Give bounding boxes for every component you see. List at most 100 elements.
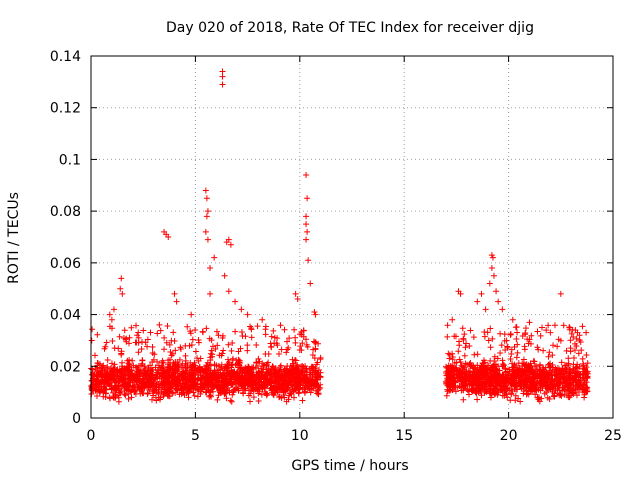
data-point	[545, 322, 552, 329]
data-point	[448, 369, 455, 376]
data-point	[95, 377, 102, 384]
data-point	[577, 374, 584, 381]
data-point	[248, 379, 255, 386]
data-point	[93, 392, 100, 399]
data-point	[89, 366, 96, 373]
data-point	[311, 308, 318, 315]
data-point	[183, 385, 190, 392]
y-tick-label: 0.14	[50, 49, 81, 65]
data-point	[499, 357, 506, 364]
data-point	[184, 323, 191, 330]
data-point	[525, 361, 532, 368]
data-point	[245, 365, 252, 372]
data-point	[166, 341, 173, 348]
data-point	[277, 386, 284, 393]
data-point	[164, 386, 171, 393]
data-point	[222, 363, 229, 370]
data-point	[149, 343, 156, 350]
data-point	[549, 352, 556, 359]
data-point	[561, 382, 568, 389]
data-point	[239, 332, 246, 339]
data-point	[203, 195, 210, 202]
data-point	[457, 290, 464, 297]
data-point	[552, 365, 559, 372]
data-point	[479, 360, 486, 367]
data-point	[91, 352, 98, 359]
data-point	[466, 342, 473, 349]
data-point	[161, 377, 168, 384]
data-point	[490, 272, 497, 279]
data-point	[576, 332, 583, 339]
data-point	[466, 361, 473, 368]
data-point	[150, 390, 157, 397]
data-point	[191, 392, 198, 399]
data-point	[578, 347, 585, 354]
data-point	[289, 362, 296, 369]
data-point	[197, 377, 204, 384]
data-point	[459, 377, 466, 384]
data-point	[583, 371, 590, 378]
data-point	[104, 366, 111, 373]
data-point	[467, 363, 474, 370]
y-tick-label: 0.08	[50, 204, 81, 220]
data-point	[275, 381, 282, 388]
data-point	[126, 364, 133, 371]
data-point	[495, 298, 502, 305]
data-point	[299, 372, 306, 379]
data-point	[509, 316, 516, 323]
data-point	[489, 254, 496, 261]
data-point	[138, 346, 145, 353]
data-point	[191, 378, 198, 385]
data-point	[212, 345, 219, 352]
data-point	[139, 357, 146, 364]
data-point	[274, 335, 281, 342]
data-point	[167, 384, 174, 391]
data-point	[165, 234, 172, 240]
data-point	[531, 362, 538, 369]
data-point	[188, 311, 195, 318]
data-point	[207, 290, 214, 297]
data-point	[281, 394, 288, 401]
data-point	[272, 366, 279, 373]
data-point	[472, 389, 479, 396]
data-point	[563, 347, 570, 354]
data-point	[298, 331, 305, 338]
data-point	[472, 366, 479, 373]
data-point	[139, 339, 146, 346]
data-point	[225, 236, 232, 243]
data-point	[292, 339, 299, 346]
data-point	[248, 326, 255, 333]
data-point	[300, 327, 307, 334]
data-point	[508, 346, 515, 353]
data-point	[508, 383, 515, 390]
data-point	[498, 376, 505, 383]
data-point	[551, 393, 558, 400]
data-point	[570, 375, 577, 382]
data-point	[133, 379, 140, 386]
data-point	[520, 390, 527, 397]
data-point	[169, 365, 176, 372]
data-point	[111, 394, 118, 401]
data-point	[219, 332, 226, 339]
data-point	[118, 275, 125, 282]
data-point	[501, 362, 508, 369]
data-point	[571, 354, 578, 361]
data-point	[203, 370, 210, 377]
data-point	[467, 375, 474, 382]
data-point	[198, 380, 205, 387]
data-point	[116, 375, 123, 382]
data-point	[205, 382, 212, 389]
data-point	[264, 391, 271, 398]
y-tick-label: 0.02	[50, 359, 81, 375]
data-point	[259, 316, 266, 323]
data-point	[244, 347, 251, 354]
data-point	[550, 342, 557, 349]
data-point	[207, 357, 214, 364]
data-point	[199, 328, 206, 335]
data-point	[277, 364, 284, 371]
data-point	[457, 359, 464, 366]
data-point	[255, 397, 262, 404]
data-point	[303, 221, 310, 228]
data-point	[107, 395, 114, 402]
data-point	[236, 357, 243, 364]
